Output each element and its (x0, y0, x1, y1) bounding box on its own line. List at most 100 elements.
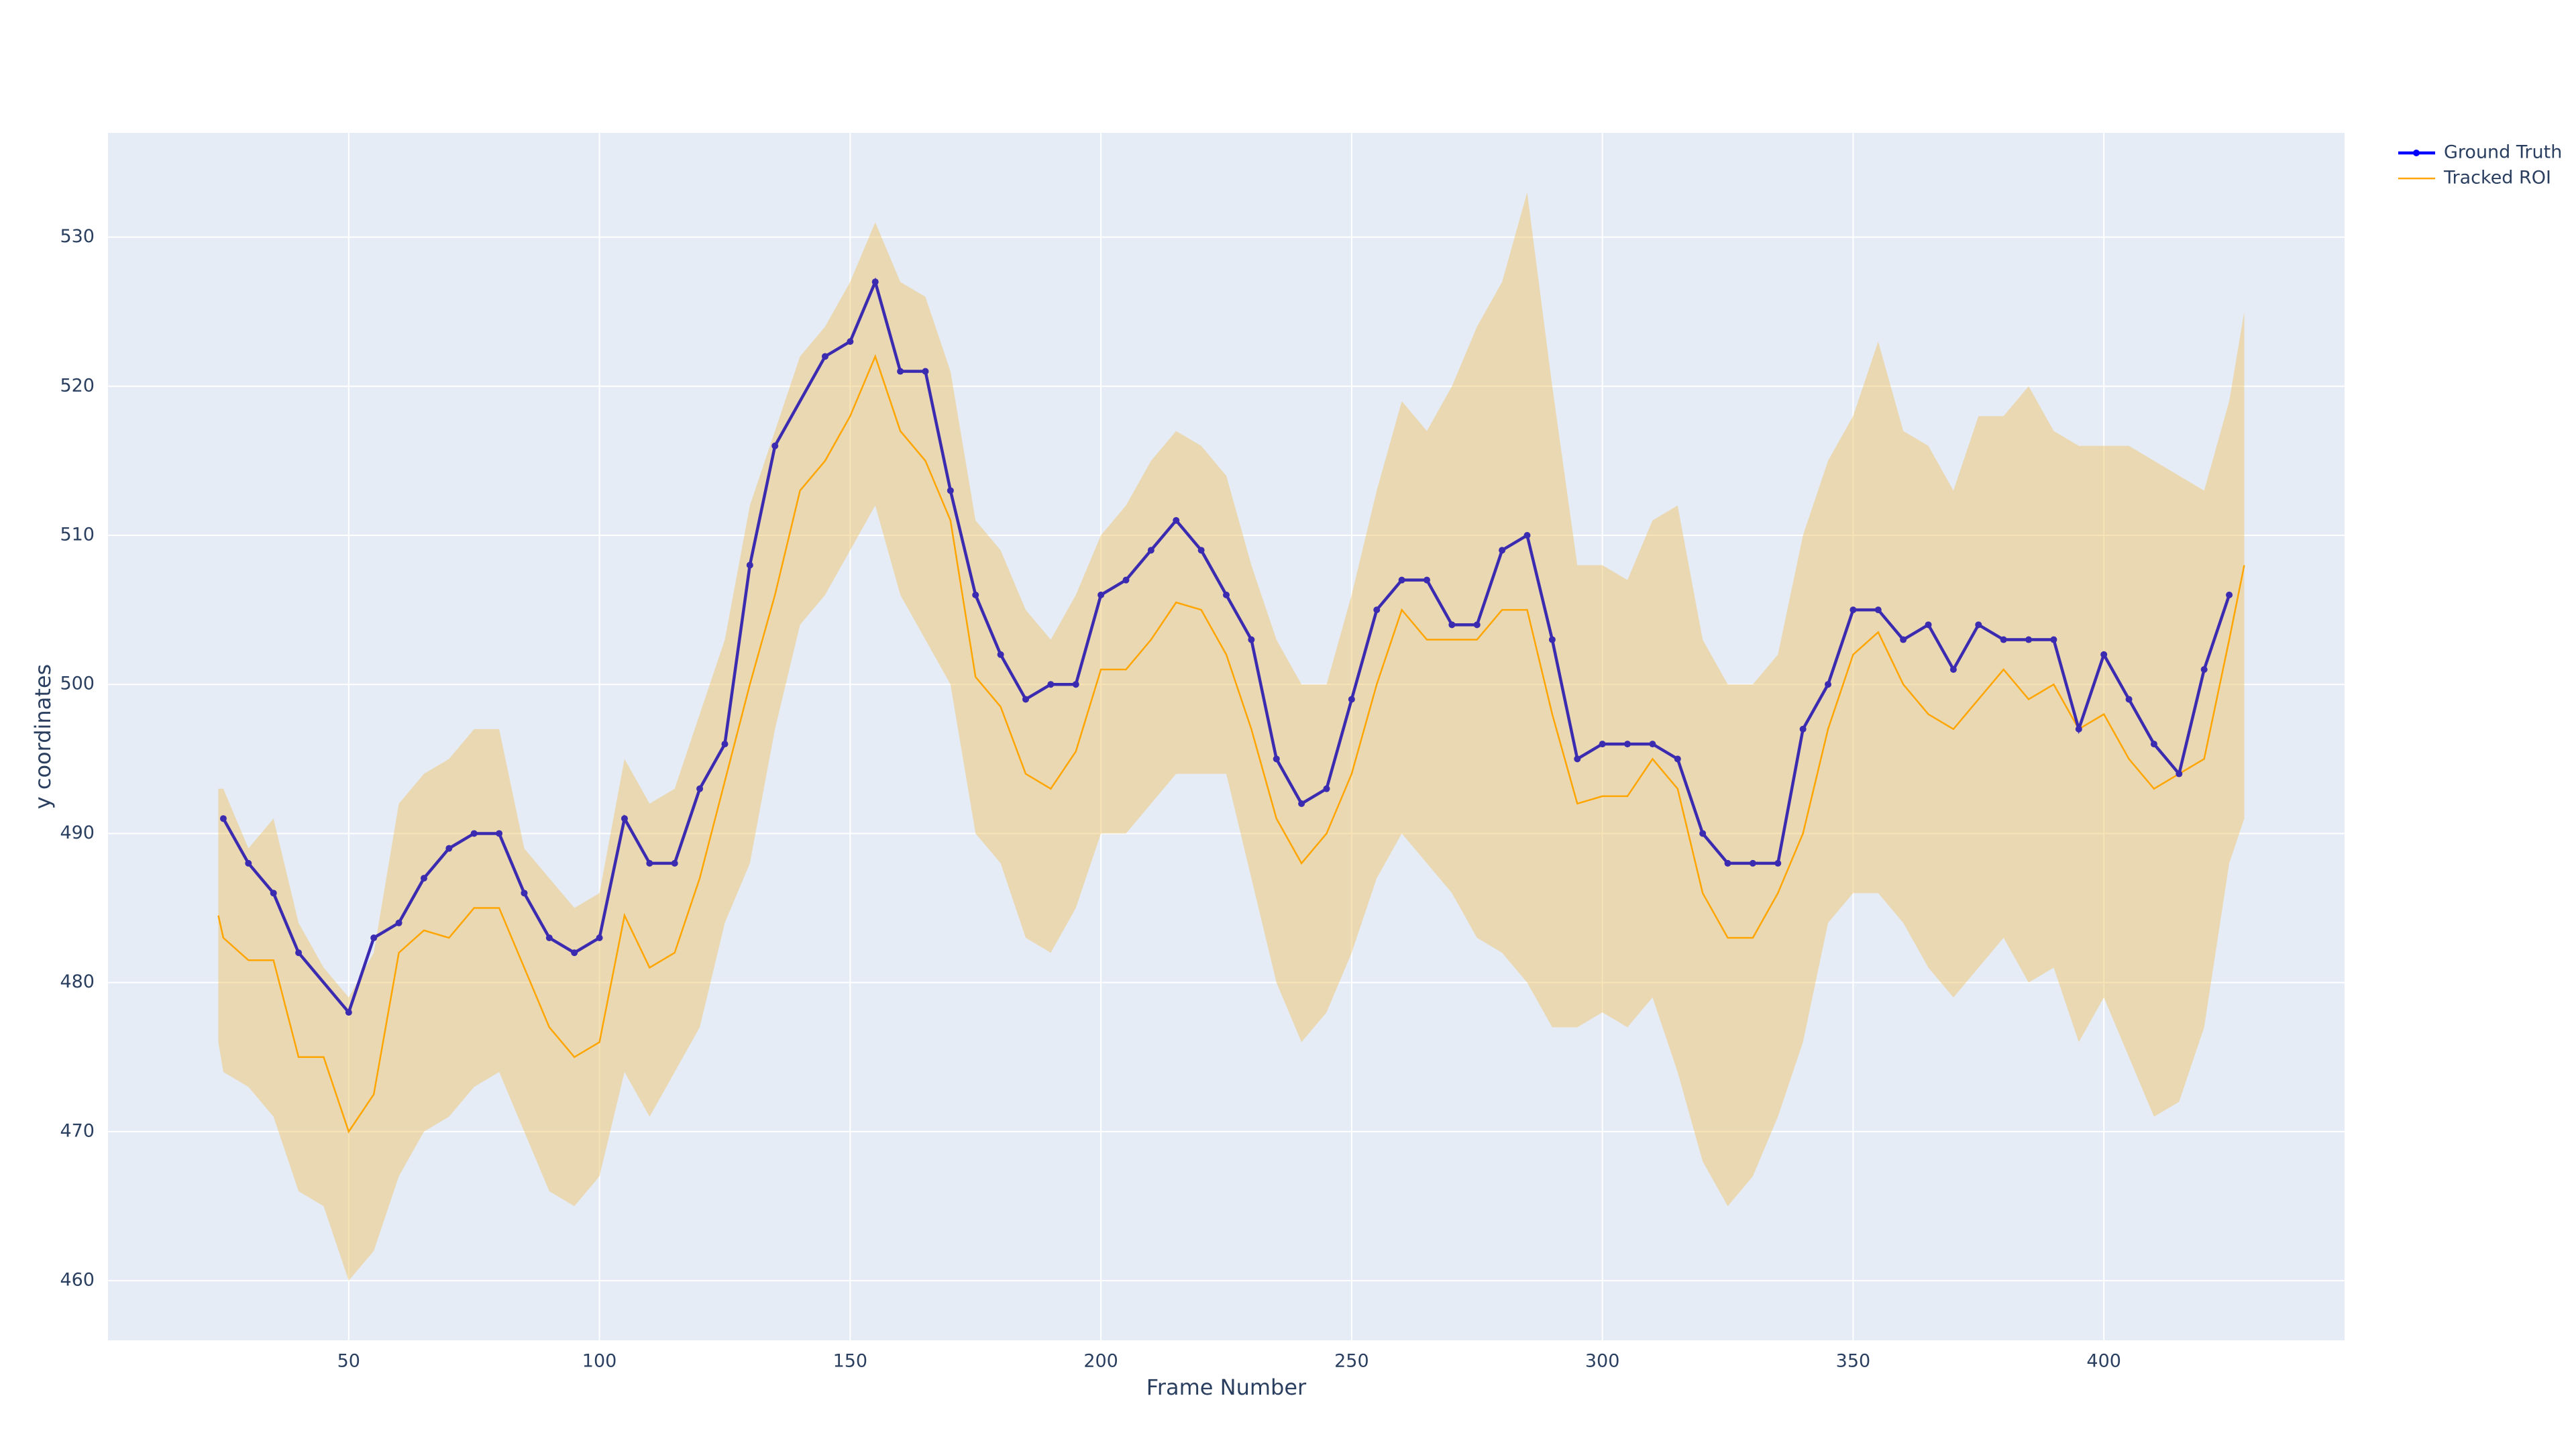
y-tick-label: 530 (60, 226, 95, 247)
point (445, 845, 453, 852)
x-tick-label: 250 (1334, 1351, 1369, 1372)
point (1197, 547, 1205, 554)
point (1147, 547, 1155, 554)
point (1373, 606, 1381, 614)
point (897, 368, 904, 375)
x-tick-label: 150 (833, 1351, 868, 1372)
point (1248, 636, 1255, 643)
point (671, 859, 678, 867)
point (2100, 651, 2108, 658)
point (721, 741, 729, 748)
point (1173, 517, 1180, 524)
point (1097, 591, 1105, 598)
point (1022, 696, 1029, 703)
labels: 50 100 150 200 250 300 350 400 460 470 480 490 500 51… (60, 226, 2121, 1371)
point (1499, 547, 1506, 554)
point (545, 934, 553, 941)
y-tick-label: 510 (60, 525, 95, 545)
x-axis-title: Frame Number (1146, 1375, 1307, 1400)
point (1849, 606, 1857, 614)
point (1548, 636, 1556, 643)
point (420, 875, 427, 882)
point (1825, 681, 1832, 688)
y-axis-title: y coordinates (30, 664, 56, 809)
series-line (217, 354, 2245, 1134)
y-tick-label: 520 (60, 375, 95, 396)
grid (108, 133, 2345, 1340)
point (295, 949, 303, 957)
point (2075, 725, 2082, 733)
point (2125, 696, 2133, 703)
point (1424, 576, 1431, 584)
y-tick-label: 470 (60, 1120, 95, 1141)
point (370, 934, 378, 941)
point (1122, 576, 1130, 584)
point (1072, 681, 1079, 688)
point (1473, 621, 1481, 629)
point (1674, 755, 1681, 763)
point (1273, 755, 1280, 763)
x-tick-label: 50 (337, 1351, 360, 1372)
x-tick-label: 100 (582, 1351, 617, 1372)
point (496, 830, 503, 837)
point (1799, 725, 1807, 733)
legend-marker (2413, 150, 2420, 156)
point (1949, 666, 1957, 673)
point (2150, 741, 2157, 748)
point (1398, 576, 1405, 584)
point (1749, 859, 1756, 867)
point (1323, 785, 1330, 792)
point (947, 487, 954, 494)
point (1574, 755, 1581, 763)
plot-background (108, 133, 2345, 1340)
point (1448, 621, 1456, 629)
legend-label: Ground Truth (2444, 142, 2562, 163)
x-tick-label: 300 (1585, 1351, 1620, 1372)
x-tick-label: 350 (1836, 1351, 1871, 1372)
point (771, 442, 779, 449)
point (847, 338, 854, 345)
point (2000, 636, 2007, 643)
point (2176, 770, 2183, 777)
point (345, 1009, 352, 1016)
point (1599, 741, 1606, 748)
point (1724, 859, 1731, 867)
point (997, 651, 1004, 658)
y-tick-label: 490 (60, 822, 95, 843)
y-tick-label: 460 (60, 1270, 95, 1291)
point (470, 830, 478, 837)
y-tick-label: 500 (60, 674, 95, 694)
point (696, 785, 704, 792)
point (1975, 621, 1982, 629)
point (395, 919, 402, 926)
point (1624, 741, 1631, 748)
point (922, 368, 929, 375)
point (621, 815, 628, 822)
point (746, 561, 753, 569)
point (245, 859, 252, 867)
point (1047, 681, 1055, 688)
point (2050, 636, 2057, 643)
point (1298, 800, 1305, 807)
point (1223, 591, 1230, 598)
confidence-band (218, 192, 2245, 1281)
point (2025, 636, 2033, 643)
marks (217, 192, 2245, 1281)
point (871, 278, 879, 286)
point (972, 591, 979, 598)
point (2200, 666, 2208, 673)
point (1523, 532, 1531, 539)
point (571, 949, 578, 957)
x-tick-label: 200 (1083, 1351, 1118, 1372)
point (1900, 636, 1907, 643)
point (219, 815, 227, 822)
point (1774, 859, 1782, 867)
point (1699, 830, 1707, 837)
point (646, 859, 653, 867)
point (1649, 741, 1656, 748)
legend: Ground Truth Tracked ROI (2398, 142, 2562, 189)
point (596, 934, 603, 941)
point (821, 353, 828, 360)
